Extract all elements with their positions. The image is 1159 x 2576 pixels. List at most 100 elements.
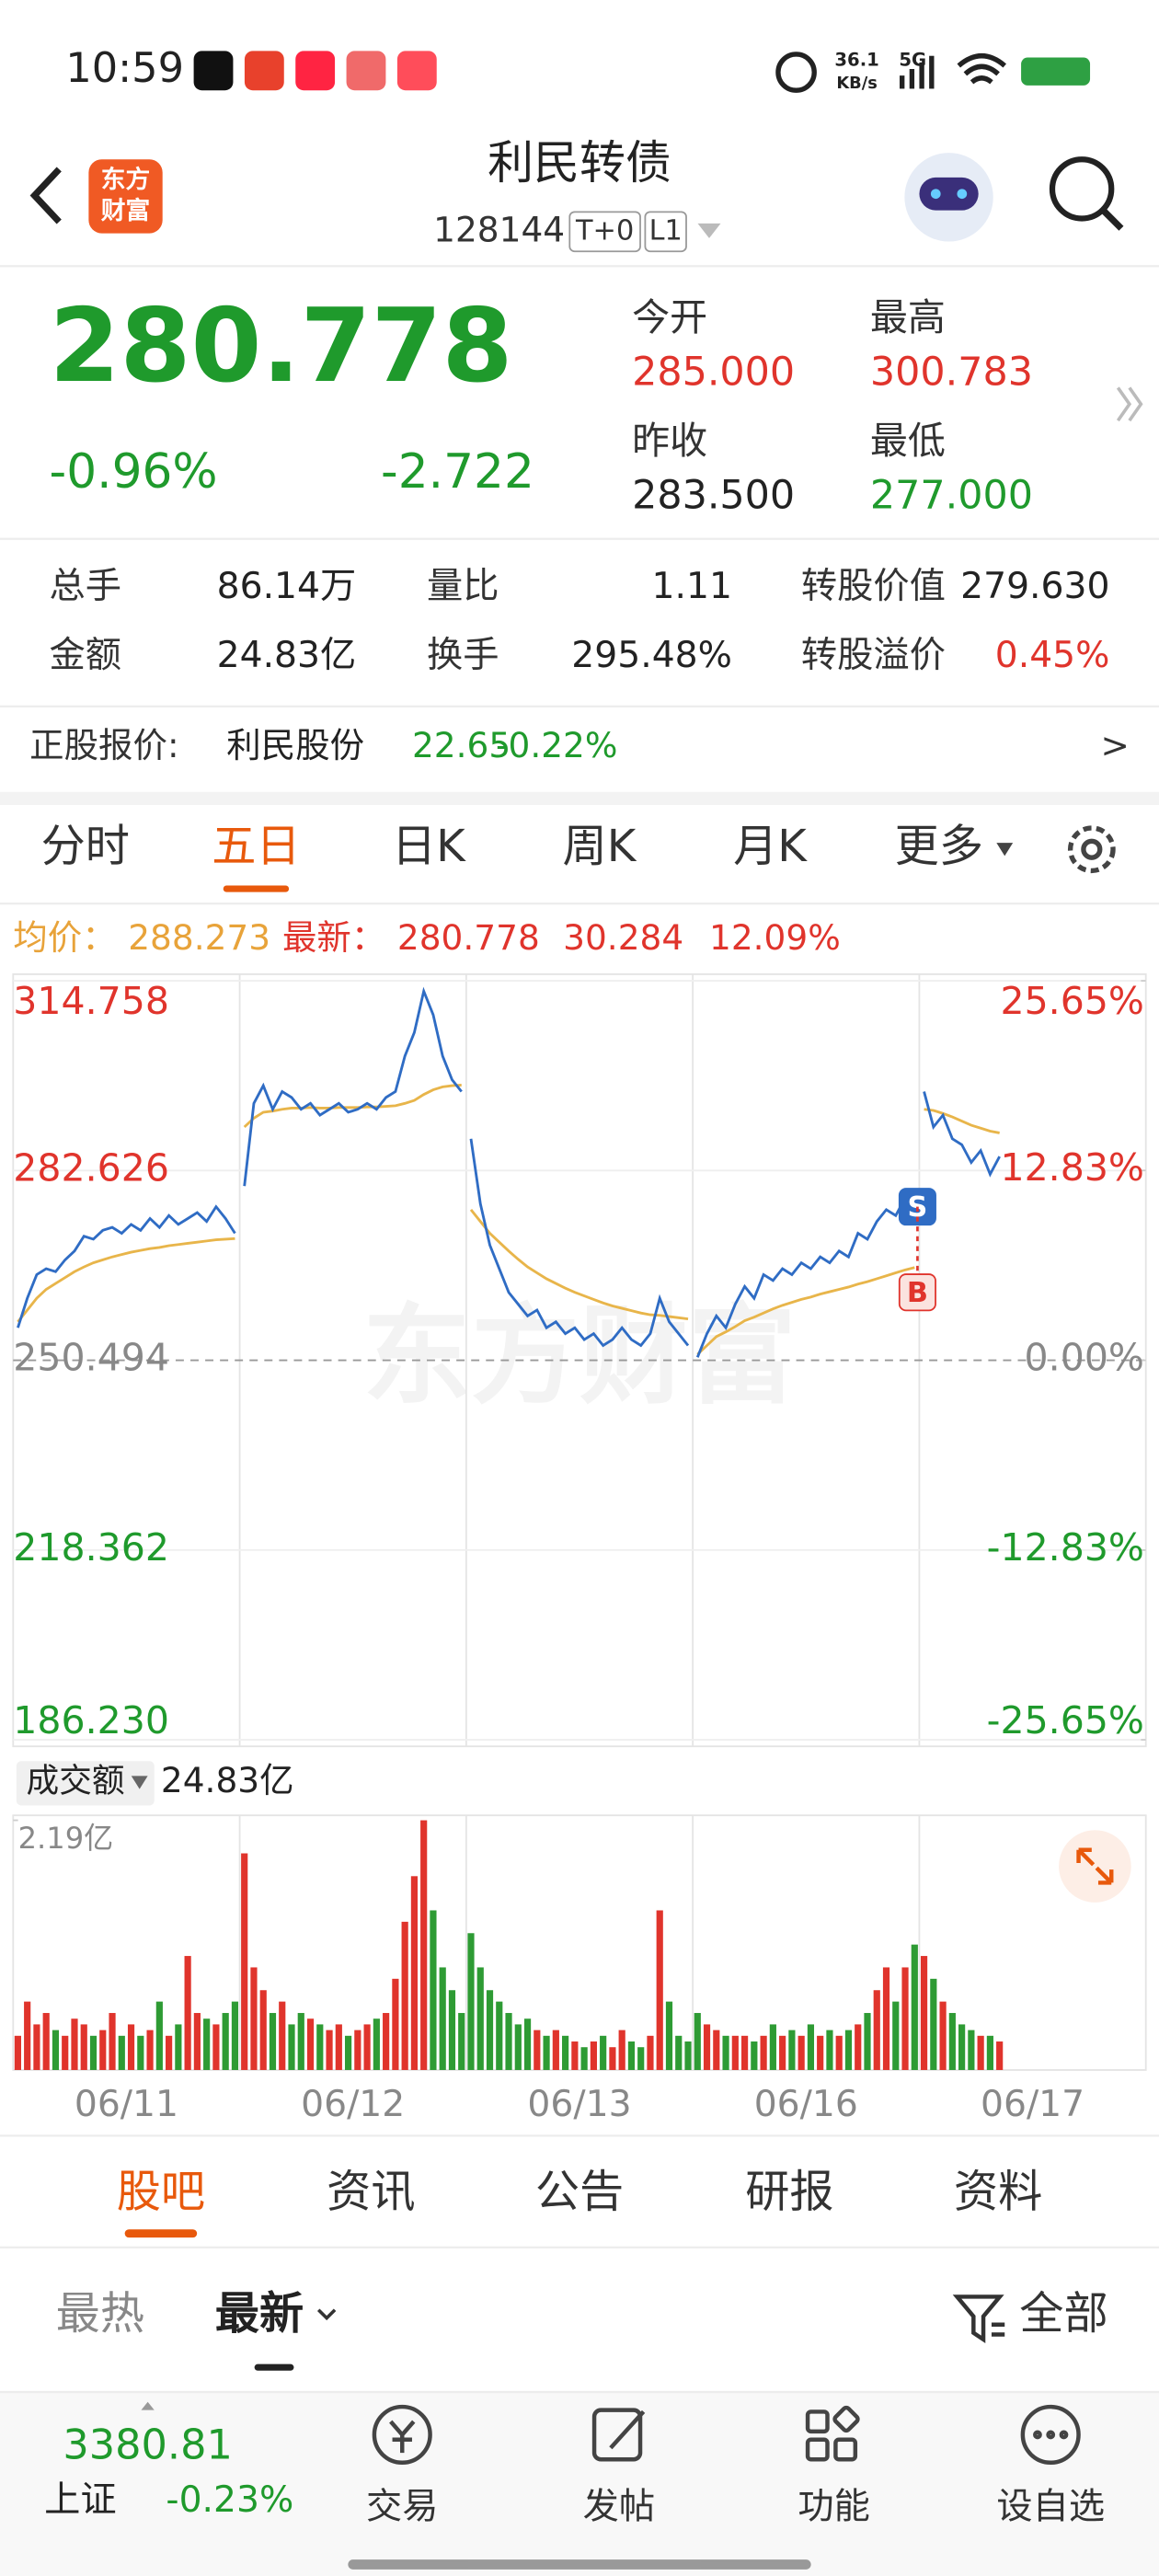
stat-label: 最高 — [870, 295, 946, 339]
volume-bar — [958, 2024, 966, 2070]
volume-bar — [99, 2030, 107, 2070]
last-change: 30.284 — [563, 917, 683, 958]
content-tab[interactable]: 资料 — [954, 2167, 1042, 2218]
volume-bar — [590, 2041, 597, 2070]
bottom-bar — [0, 2392, 1159, 2576]
chart-tab[interactable]: 日K — [392, 821, 466, 872]
underlying-price: 22.65 — [412, 725, 511, 765]
trade-marker — [898, 1273, 936, 1312]
fullscreen-button[interactable] — [1059, 1830, 1131, 1903]
dropdown-arrow[interactable] — [697, 223, 721, 238]
avg-line — [469, 1208, 689, 1321]
net-speed: 36.1 — [834, 50, 878, 71]
volume-bar — [184, 1956, 191, 2070]
volume-bar — [476, 1967, 484, 2070]
volume-bar — [826, 2030, 833, 2070]
back-button[interactable] — [29, 167, 62, 224]
volume-bar — [326, 2030, 333, 2070]
volume-bar — [779, 2035, 786, 2070]
expand-quote[interactable] — [1116, 386, 1143, 422]
content-tab[interactable]: 股吧 — [117, 2167, 205, 2218]
metric-value: 0.45% — [995, 635, 1110, 676]
stat-value: 283.500 — [632, 473, 795, 519]
settings-button[interactable] — [1067, 825, 1116, 874]
volume-bar — [694, 2013, 701, 2070]
volume-bar — [873, 1990, 880, 2070]
volume-bar — [62, 2035, 69, 2070]
volume-bar — [109, 2013, 116, 2070]
filter-label[interactable]: 全部 — [1019, 2288, 1107, 2340]
app-logo[interactable] — [88, 159, 163, 234]
underlying-name[interactable]: 利民股份 — [226, 725, 364, 765]
chart-tab[interactable]: 五日 — [212, 821, 300, 872]
volume-bar — [788, 2030, 796, 2070]
sort-underline — [254, 2363, 294, 2371]
volume-bar — [155, 2001, 163, 2070]
x-tick-label: 06/11 — [75, 2084, 178, 2125]
content-tab[interactable]: 公告 — [535, 2167, 624, 2218]
index-toggle[interactable] — [141, 2401, 155, 2410]
underlying-more[interactable]: > — [1100, 725, 1129, 765]
chart-tab[interactable]: 月K — [733, 821, 808, 872]
volume-label: 成交额 — [27, 1762, 125, 1800]
search-button[interactable] — [1049, 156, 1124, 231]
nav-item[interactable]: 发帖 — [583, 2486, 656, 2527]
volume-bar — [33, 2024, 40, 2070]
volume-bar — [175, 2024, 182, 2070]
content-tab[interactable]: 资讯 — [327, 2167, 415, 2218]
y2-tick-label: -25.65% — [987, 1698, 1144, 1742]
volume-bar — [600, 2035, 607, 2070]
nav-item[interactable]: 交易 — [366, 2486, 439, 2527]
nav-item[interactable]: 功能 — [798, 2486, 870, 2527]
x-tick-label: 06/13 — [527, 2084, 631, 2125]
volume-bar — [948, 2013, 956, 2070]
underlying-label: 正股报价: — [29, 725, 178, 765]
volume-bar — [930, 1978, 937, 2070]
volume-bar — [618, 2030, 625, 2070]
index-value: 3380.81 — [63, 2421, 232, 2469]
volume-bar — [137, 2035, 144, 2070]
nav-item[interactable]: 设自选 — [996, 2486, 1105, 2527]
filter-icon[interactable] — [952, 2294, 1005, 2344]
volume-bar — [212, 2024, 220, 2070]
volume-bar — [118, 2035, 125, 2070]
volume-bar — [751, 2041, 758, 2070]
volume-bar — [647, 2035, 654, 2070]
net-unit: KB/s — [836, 74, 878, 93]
metric-label: 换手 — [427, 635, 499, 676]
volume-bar — [675, 2035, 683, 2070]
volume-bar — [740, 2035, 749, 2070]
code: 128144 — [433, 209, 565, 249]
volume-bar — [80, 2024, 87, 2070]
stat-label: 今开 — [632, 295, 707, 339]
stat-label: 最低 — [870, 419, 946, 463]
sort-row: 最热 最新 — [56, 2288, 337, 2371]
sort-option[interactable]: 最新 — [215, 2288, 304, 2340]
assistant-avatar[interactable] — [904, 153, 993, 242]
volume-bar — [166, 2035, 173, 2070]
sort-option[interactable]: 最热 — [56, 2288, 144, 2340]
last-label: 最新： — [282, 917, 385, 958]
tab-underline — [124, 2229, 198, 2238]
volume-bar — [193, 2013, 201, 2070]
price-line — [695, 1195, 916, 1358]
volume-bar — [684, 2041, 692, 2070]
volume-bar — [543, 2035, 550, 2070]
content-tab[interactable]: 研报 — [745, 2167, 833, 2218]
logo-text: 东方 — [101, 165, 151, 194]
x-tick-label: 06/12 — [301, 2084, 405, 2125]
chart-tab[interactable]: 分时 — [41, 821, 130, 872]
y-tick-label: 218.362 — [13, 1525, 169, 1570]
volume-bar — [731, 2035, 739, 2070]
tab-underline — [223, 885, 290, 892]
chart-tab[interactable]: 更多 — [895, 821, 983, 872]
volume-selector[interactable] — [16, 1761, 155, 1806]
volume-bar — [882, 1967, 890, 2070]
volume-bar — [920, 1956, 928, 2070]
volume-bar — [89, 2035, 98, 2070]
metric-label: 转股价值 — [801, 566, 946, 607]
y-tick-label: 250.494 — [13, 1336, 169, 1380]
nav: 交易 发帖 功能 设自选 — [366, 2486, 1105, 2527]
chart-tab[interactable]: 周K — [563, 821, 637, 872]
